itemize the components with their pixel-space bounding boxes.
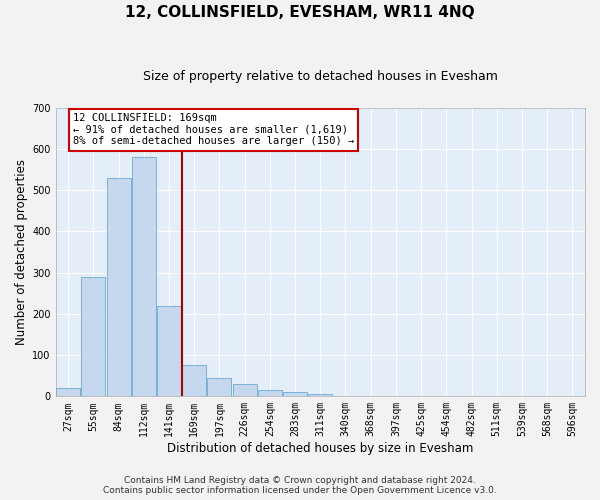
Text: 12, COLLINSFIELD, EVESHAM, WR11 4NQ: 12, COLLINSFIELD, EVESHAM, WR11 4NQ bbox=[125, 5, 475, 20]
Text: Contains HM Land Registry data © Crown copyright and database right 2024.
Contai: Contains HM Land Registry data © Crown c… bbox=[103, 476, 497, 495]
Bar bbox=[208, 378, 232, 396]
Bar bbox=[283, 392, 307, 396]
Bar bbox=[157, 306, 181, 396]
Bar bbox=[258, 390, 282, 396]
Bar bbox=[182, 366, 206, 396]
Title: Size of property relative to detached houses in Evesham: Size of property relative to detached ho… bbox=[143, 70, 498, 83]
Bar bbox=[82, 277, 106, 396]
Bar bbox=[233, 384, 257, 396]
Bar bbox=[107, 178, 131, 396]
Text: 12 COLLINSFIELD: 169sqm
← 91% of detached houses are smaller (1,619)
8% of semi-: 12 COLLINSFIELD: 169sqm ← 91% of detache… bbox=[73, 113, 354, 146]
Y-axis label: Number of detached properties: Number of detached properties bbox=[15, 159, 28, 345]
X-axis label: Distribution of detached houses by size in Evesham: Distribution of detached houses by size … bbox=[167, 442, 473, 455]
Bar bbox=[56, 388, 80, 396]
Bar bbox=[308, 394, 332, 396]
Bar bbox=[132, 157, 156, 396]
